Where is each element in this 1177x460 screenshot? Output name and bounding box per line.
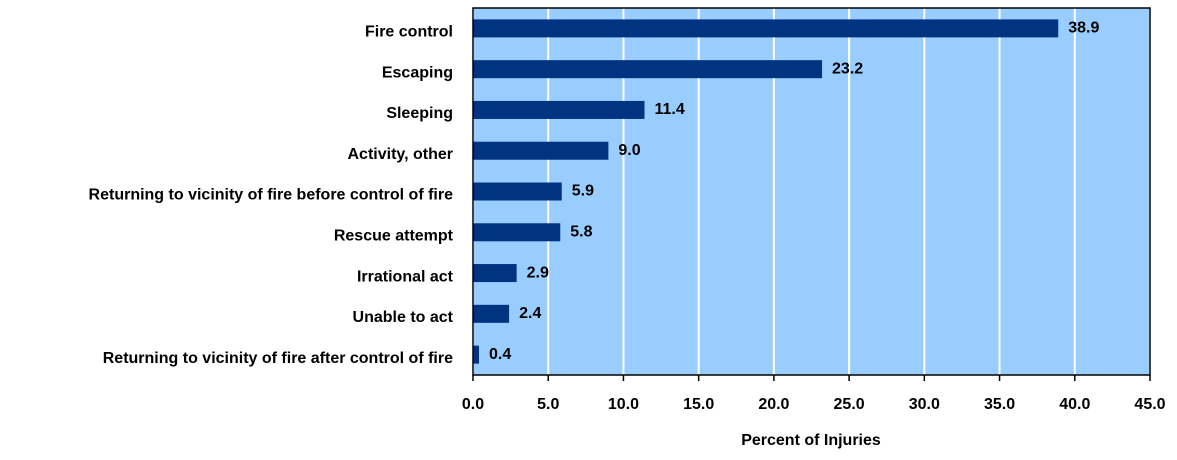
value-label: 5.8	[570, 223, 592, 240]
bar	[473, 19, 1059, 38]
bar	[473, 345, 480, 364]
bar	[473, 182, 562, 201]
value-label: 9.0	[618, 142, 640, 159]
x-tick-label: 45.0	[1134, 396, 1165, 413]
value-label: 2.4	[519, 305, 541, 322]
x-tick-label: 20.0	[758, 396, 789, 413]
y-tick-label: Fire control	[365, 24, 453, 41]
y-tick-label: Rescue attempt	[334, 227, 454, 244]
bar	[473, 141, 609, 160]
x-tick-label: 30.0	[909, 396, 940, 413]
bar	[473, 100, 645, 119]
y-tick-label: Returning to vicinity of fire after cont…	[103, 350, 453, 367]
y-tick-label: Returning to vicinity of fire before con…	[89, 187, 454, 204]
x-tick-label: 35.0	[984, 396, 1015, 413]
value-label: 38.9	[1068, 20, 1099, 37]
y-tick-label: Unable to act	[353, 309, 454, 326]
value-label: 11.4	[655, 101, 685, 118]
bar	[473, 264, 517, 283]
value-label: 0.4	[489, 346, 511, 363]
x-axis-label: Percent of Injuries	[741, 432, 881, 449]
bar	[473, 60, 823, 79]
x-tick-label: 0.0	[462, 396, 484, 413]
y-tick-label: Escaping	[382, 64, 453, 81]
value-label: 2.9	[527, 264, 549, 281]
x-tick-label: 15.0	[683, 396, 714, 413]
x-tick-label: 40.0	[1059, 396, 1090, 413]
value-label: 5.9	[572, 183, 594, 200]
plot-border	[472, 7, 1151, 376]
y-tick-label: Activity, other	[348, 146, 454, 163]
bar	[473, 304, 510, 323]
value-label: 23.2	[832, 60, 863, 77]
x-tick-label: 5.0	[537, 396, 559, 413]
y-tick-label: Irrational act	[357, 268, 454, 285]
x-tick-label: 10.0	[608, 396, 639, 413]
bar	[473, 223, 561, 242]
x-tick-label: 25.0	[834, 396, 865, 413]
y-tick-label: Sleeping	[386, 105, 453, 122]
